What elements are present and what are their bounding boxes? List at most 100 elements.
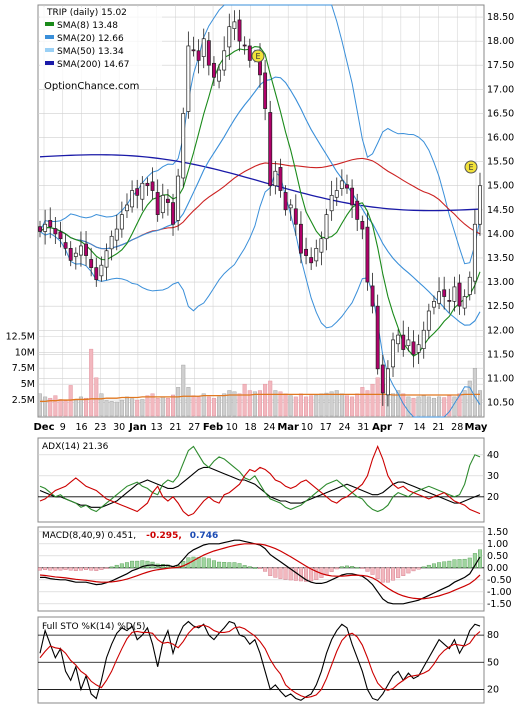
candle-body [304, 248, 308, 256]
macd-histogram-bar [309, 567, 314, 582]
date-tick-label: 10 [301, 422, 313, 433]
macd-histogram-bar [304, 567, 309, 582]
candle-body [114, 228, 119, 241]
legend-sma50: SMA(50) 13.34 [57, 47, 124, 57]
macd-histogram-bar [201, 557, 206, 568]
adx-tick-label: 30 [487, 471, 499, 482]
macd-histogram-bar [63, 567, 68, 570]
macd-signal-value: 0.746 [190, 531, 218, 541]
sma200-line [39, 154, 481, 212]
legend-swatch-sma50 [45, 48, 54, 52]
volume-bar [140, 399, 145, 417]
volume-bar [104, 400, 109, 417]
price-tick-label: 18.00 [487, 36, 514, 47]
volume-bar [309, 395, 314, 417]
price-axis-labels: 18.50 18.00 17.50 17.00 16.50 16.00 15.50 15.00… [487, 12, 514, 408]
candle-body [345, 184, 349, 189]
macd-histogram-bar [48, 567, 53, 571]
candle-body [437, 291, 442, 304]
macd-histogram-bar [283, 567, 288, 580]
macd-histogram-bar [344, 565, 349, 569]
macd-histogram-bar [324, 567, 329, 576]
macd-histogram-bar [53, 567, 58, 571]
macd-histogram-bar [140, 560, 145, 568]
macd-histogram-bar [288, 567, 293, 581]
candle-body [365, 226, 370, 283]
price-tick-label: 11.00 [487, 373, 514, 384]
plus-di-line [39, 445, 481, 513]
adx-line [39, 466, 481, 508]
price-tick-label: 13.50 [487, 253, 514, 264]
candle-body [150, 181, 155, 191]
candle-body [94, 267, 99, 281]
candle-body [43, 223, 48, 232]
candle-body [63, 242, 68, 249]
volume-bar [365, 390, 370, 417]
macd-histogram-bar [211, 560, 216, 568]
sto-grid [38, 634, 484, 690]
volume-bar [53, 395, 58, 417]
candle-body [298, 223, 303, 254]
sto-tick-label: 80 [487, 630, 499, 641]
date-tick-label: Mar [277, 422, 299, 433]
price-title: TRIP (daily) 15.02 [46, 8, 127, 18]
candle-body [196, 50, 201, 61]
date-tick-label: 23 [94, 422, 106, 433]
volume-bar [135, 399, 140, 417]
volume-bar [165, 397, 170, 417]
volume-bar [344, 395, 349, 417]
volume-bar [99, 393, 104, 417]
candle-body [68, 247, 73, 261]
candle-body [391, 339, 395, 368]
date-tick-label: Jan [128, 422, 147, 433]
candle-body [273, 170, 278, 187]
signal-line [39, 543, 481, 600]
earnings-marker-feb [251, 49, 265, 63]
volume-bar [293, 396, 298, 417]
volume-bar [401, 393, 406, 417]
macd-histogram-bar [457, 559, 462, 569]
candle-body [237, 19, 242, 42]
macd-histogram-bar [99, 567, 104, 570]
volume-bar [472, 368, 477, 417]
macd-histogram-bar [396, 567, 401, 578]
price-panel: 18.50 18.00 17.50 17.00 16.50 16.00 15.50 15.00… [6, 4, 514, 703]
volume-bar [58, 399, 63, 417]
volume-bar [355, 393, 360, 417]
candle-body [319, 238, 324, 253]
candlesticks [38, 9, 482, 407]
macd-histogram-bar [360, 567, 365, 569]
date-tick-label: 18 [245, 422, 257, 433]
date-tick-label: 7 [398, 422, 404, 433]
candle-body [89, 259, 94, 268]
macd-tick-label: 1.00 [487, 539, 508, 550]
macd-histogram-bar [472, 553, 477, 569]
date-tick-label: 31 [357, 422, 369, 433]
date-tick-label: 14 [414, 422, 426, 433]
candle-body [181, 113, 186, 179]
date-tick-label: 17 [320, 422, 332, 433]
macd-histogram-bar [222, 562, 227, 569]
candle-body [268, 112, 273, 187]
date-tick-label: 27 [188, 422, 200, 433]
macd-histogram-bar [58, 567, 63, 571]
volume-bar [94, 377, 99, 417]
candle-body [78, 245, 83, 256]
volume-bar [391, 393, 396, 417]
candle-body [278, 167, 283, 191]
date-tick-label: 28 [451, 422, 463, 433]
macd-tick-label: 0.50 [487, 551, 508, 562]
candle-body [411, 341, 416, 355]
volume-bar [186, 387, 191, 417]
candle-body [119, 214, 124, 230]
candle-body [375, 305, 380, 370]
volume-bar [442, 397, 447, 417]
macd-histogram-bar [278, 567, 283, 579]
price-tick-label: 15.50 [487, 157, 514, 168]
date-tick-label: 10 [226, 422, 238, 433]
volume-bar [478, 390, 482, 417]
volume-bar [222, 393, 227, 417]
candle-body [242, 44, 247, 47]
macd-histogram-bar [191, 556, 196, 569]
volume-bar [416, 396, 421, 417]
